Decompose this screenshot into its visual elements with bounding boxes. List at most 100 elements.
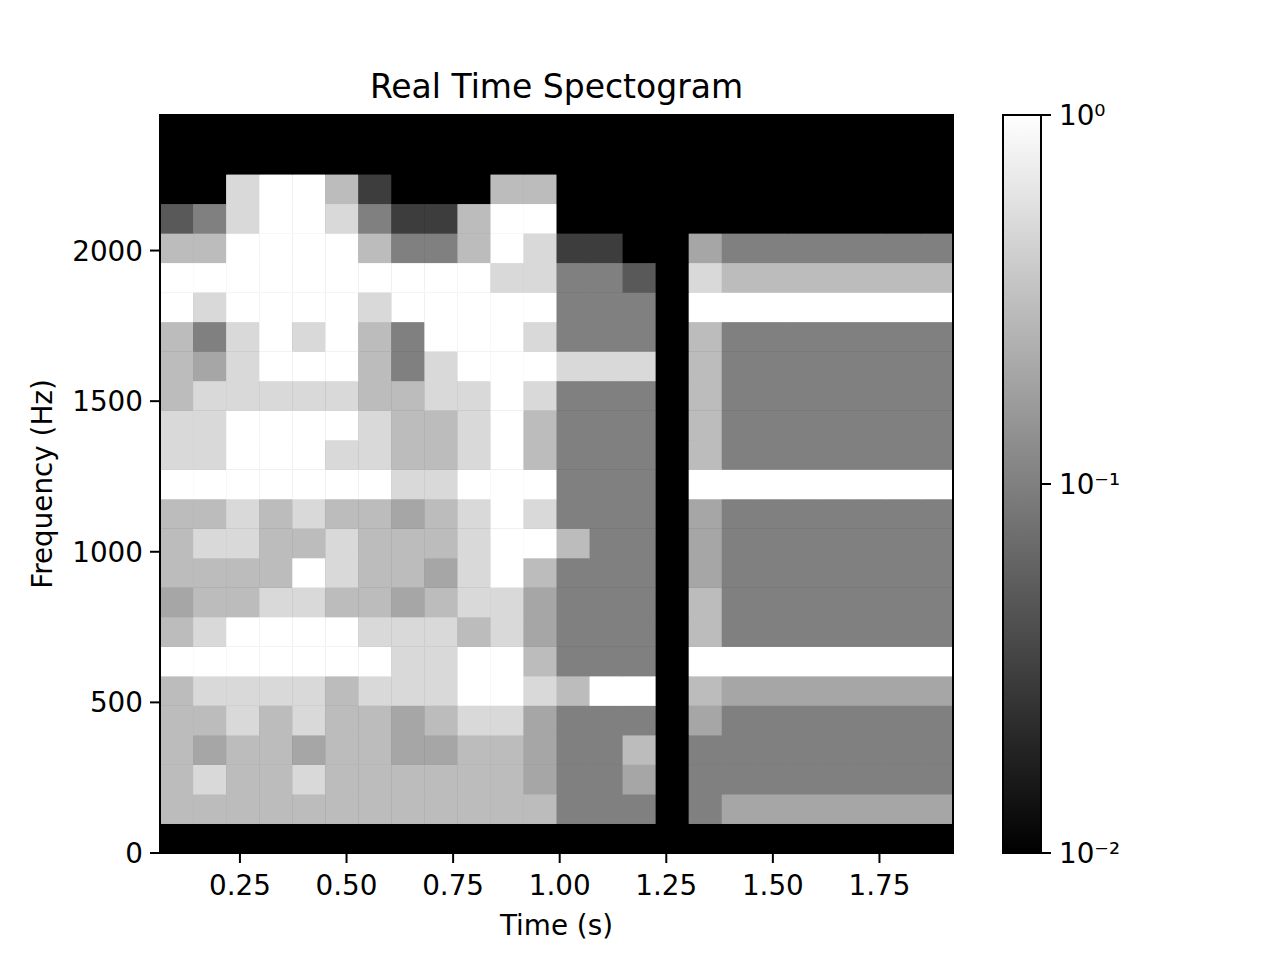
cell — [523, 528, 557, 558]
cell — [193, 646, 227, 676]
cell — [722, 233, 756, 263]
cell — [193, 587, 227, 617]
cell — [689, 764, 723, 794]
cell — [854, 794, 888, 824]
cell — [821, 410, 855, 440]
cell — [457, 204, 491, 234]
cell — [557, 676, 591, 706]
cell — [920, 705, 953, 735]
cell — [457, 794, 491, 824]
cell — [722, 528, 756, 558]
cell — [557, 558, 591, 588]
cell — [755, 233, 789, 263]
cell — [457, 145, 491, 175]
cell — [292, 469, 326, 499]
cell — [854, 233, 888, 263]
cell — [391, 617, 425, 647]
cell — [457, 617, 491, 647]
cell — [656, 705, 690, 735]
cell — [920, 646, 953, 676]
cell — [424, 204, 458, 234]
cell — [226, 617, 260, 647]
cell — [193, 233, 227, 263]
cell — [854, 115, 888, 145]
cell — [391, 764, 425, 794]
cell — [457, 115, 491, 145]
colorbar-tick-label: 10⁻¹ — [1059, 468, 1120, 501]
cell — [424, 823, 458, 853]
cell — [325, 233, 359, 263]
cell — [788, 646, 822, 676]
cell — [920, 174, 953, 204]
colorbar-tick-label: 10⁰ — [1059, 99, 1106, 132]
cell — [722, 381, 756, 411]
cell — [755, 735, 789, 765]
cell — [292, 735, 326, 765]
cell — [821, 145, 855, 175]
cell — [160, 735, 194, 765]
cell — [457, 263, 491, 293]
cell — [854, 735, 888, 765]
cell — [160, 381, 194, 411]
cell — [457, 823, 491, 853]
cell — [325, 440, 359, 470]
cell — [854, 204, 888, 234]
cell — [689, 410, 723, 440]
cell — [358, 499, 392, 529]
cell — [590, 115, 624, 145]
cell — [259, 204, 293, 234]
cell — [292, 322, 326, 352]
cell — [689, 676, 723, 706]
cell — [424, 145, 458, 175]
cell — [788, 174, 822, 204]
cell — [490, 322, 524, 352]
cell — [788, 617, 822, 647]
cell — [722, 558, 756, 588]
cell — [887, 263, 921, 293]
cell — [788, 145, 822, 175]
cell — [523, 705, 557, 735]
cell — [259, 558, 293, 588]
cell — [490, 646, 524, 676]
cell — [821, 204, 855, 234]
cell — [557, 587, 591, 617]
cell — [590, 587, 624, 617]
cell — [160, 440, 194, 470]
cell — [920, 351, 953, 381]
x-tick — [239, 853, 241, 863]
cell — [160, 322, 194, 352]
cell — [920, 292, 953, 322]
cell — [160, 794, 194, 824]
cell — [788, 115, 822, 145]
cell — [457, 646, 491, 676]
cell — [623, 381, 657, 411]
cell — [722, 292, 756, 322]
cell — [920, 823, 953, 853]
cell — [292, 292, 326, 322]
cell — [722, 322, 756, 352]
cell — [623, 322, 657, 352]
cell — [854, 469, 888, 499]
cell — [193, 823, 227, 853]
cell — [292, 794, 326, 824]
cell — [424, 617, 458, 647]
cell — [424, 233, 458, 263]
cell — [755, 823, 789, 853]
cell — [292, 705, 326, 735]
cell — [854, 705, 888, 735]
cell — [821, 617, 855, 647]
cell — [854, 676, 888, 706]
cell — [920, 145, 953, 175]
cell — [821, 292, 855, 322]
cell — [358, 204, 392, 234]
cell — [656, 351, 690, 381]
cell — [821, 676, 855, 706]
cell — [755, 263, 789, 293]
cell — [358, 794, 392, 824]
cell — [193, 705, 227, 735]
cell — [523, 115, 557, 145]
cell — [358, 145, 392, 175]
cell — [193, 735, 227, 765]
cell — [490, 676, 524, 706]
cell — [391, 558, 425, 588]
